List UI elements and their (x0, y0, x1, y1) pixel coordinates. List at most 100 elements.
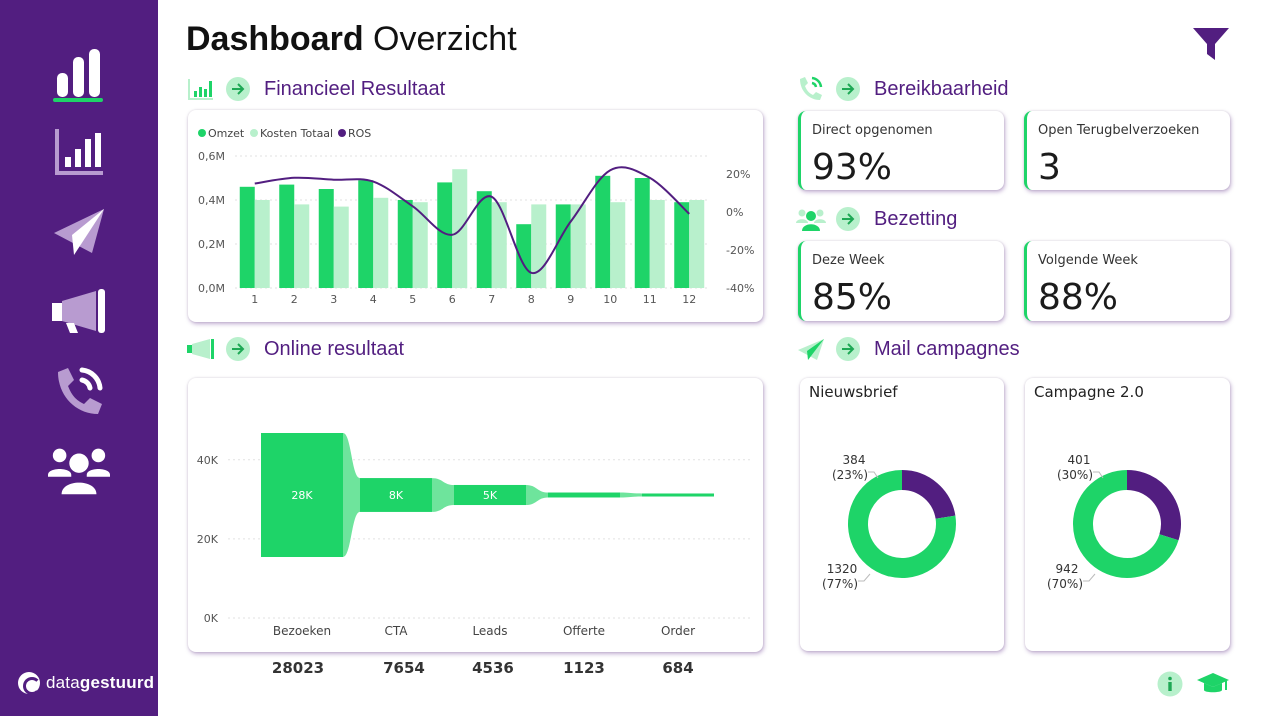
nav-phone[interactable] (48, 360, 110, 422)
arrow-right-icon[interactable] (836, 337, 860, 361)
bar-omzet (318, 189, 334, 288)
section-bezetting-header: Bezetting (796, 205, 957, 233)
y-tick-label: 20K (197, 533, 219, 546)
phone-icon (58, 367, 103, 414)
y-tick-label: 0,2M (198, 238, 225, 251)
bar-omzet (595, 175, 611, 288)
bar-omzet (476, 191, 492, 288)
donut-slice (1073, 470, 1179, 578)
donut-value-label: 384 (843, 453, 866, 467)
section-financieel-header: Financieel Resultaat (186, 75, 445, 103)
arrow-right-icon[interactable] (836, 207, 860, 231)
megaphone-icon (186, 335, 216, 363)
online-funnel-chart: 0K 20K 40K 28K Bezoeken 8K CTA 5K Leads Offerte Or… (197, 433, 753, 638)
section-title-bezetting: Bezetting (874, 207, 958, 230)
nav-bar-chart[interactable] (48, 42, 110, 104)
x-tick-label: 1 (251, 293, 258, 306)
bar-omzet (358, 180, 374, 288)
bar-omzet (674, 202, 690, 288)
nav-active-indicator (53, 98, 103, 102)
bar-omzet (239, 186, 255, 288)
kpi-value: 85% (812, 277, 893, 318)
nav-online[interactable] (48, 280, 110, 342)
kpi-card-direct: Direct opgenomen 93% (798, 111, 1004, 190)
section-mail-header: Mail campagnes (796, 335, 1020, 363)
kpi-card-volgende-week: Volgende Week 88% (1024, 241, 1230, 321)
bar-omzet (397, 200, 413, 288)
bar-kosten (649, 200, 665, 288)
donut-slice (848, 470, 956, 578)
phone-icon (796, 75, 826, 103)
arrow-right-icon[interactable] (226, 337, 250, 361)
funnel-total-value: 28023 (271, 659, 325, 677)
kpi-value: 88% (1038, 277, 1119, 318)
legend-label: Omzet (208, 127, 245, 140)
section-title-financieel: Financieel Resultaat (264, 77, 446, 100)
chart-line-icon (186, 75, 216, 103)
bar-kosten (254, 200, 270, 288)
donut-leader-line (868, 471, 879, 479)
funnel-bar-label: 28K (291, 489, 313, 502)
x-tick-label: 10 (603, 293, 617, 306)
donut-percent-label: (70%) (1047, 577, 1083, 591)
megaphone-icon (52, 289, 105, 333)
bar-omzet (437, 182, 453, 288)
kpi-value: 93% (812, 147, 893, 188)
x-tick-label: 9 (567, 293, 574, 306)
donut-leader-line (1093, 471, 1104, 479)
funnel-total-value: 684 (662, 659, 694, 677)
funnel-bar (360, 478, 432, 512)
bar-omzet (634, 178, 650, 288)
datagestuurd-logo: datagestuurd (18, 672, 155, 695)
donut-value-label: 401 (1068, 453, 1091, 467)
bar-kosten (531, 204, 547, 288)
donut-title: Campagne 2.0 (1034, 383, 1144, 401)
online-chart-card: 0K 20K 40K 28K Bezoeken 8K CTA 5K Leads Offerte Or… (188, 378, 763, 652)
nav-mail[interactable] (48, 200, 110, 262)
kpi-value: 3 (1038, 147, 1061, 188)
bar-kosten (491, 202, 507, 288)
section-title-bereikbaarheid: Bereikbaarheid (874, 77, 1009, 100)
x-tick-label: 5 (409, 293, 416, 306)
bar-chart-icon (57, 49, 100, 97)
funnel-bar (454, 484, 526, 506)
donut-card-campagne: Campagne 2.0 401 (30%) 942 (70%) (1025, 378, 1230, 651)
x-tick-label: 2 (291, 293, 298, 306)
filter-icon[interactable] (1192, 26, 1230, 62)
funnel-total-value: 1123 (563, 659, 605, 677)
donut-leader-line (1083, 573, 1096, 582)
kpi-label: Open Terugbelverzoeken (1038, 123, 1200, 138)
bar-omzet (555, 204, 571, 288)
funnel-connector (526, 484, 548, 506)
y-tick-label: 40K (197, 454, 219, 467)
logo-text: datagestuurd (46, 673, 155, 692)
funnel-connector (432, 478, 454, 512)
x-tick-label: 12 (682, 293, 696, 306)
donut-card-nieuwsbrief: Nieuwsbrief 384 (23%) 1320 (77%) (800, 378, 1004, 651)
y-tick-label: 0,6M (198, 150, 225, 163)
section-title-mail: Mail campagnes (874, 337, 1020, 360)
funnel-connector (620, 492, 642, 498)
paper-plane-icon (54, 209, 104, 255)
x-tick-label: 8 (528, 293, 535, 306)
arrow-right-icon[interactable] (226, 77, 250, 101)
y-tick-label: 0,4M (198, 194, 225, 207)
funnel-bar (548, 492, 620, 498)
legend-marker (198, 129, 206, 137)
x-tick-label: CTA (385, 624, 409, 638)
donut-chart-nieuwsbrief: 384(23%) 1320(77%) (822, 453, 956, 591)
bar-kosten (412, 202, 428, 288)
donut-title: Nieuwsbrief (809, 383, 898, 401)
funnel-bar-label: 5K (483, 489, 498, 502)
paper-plane-icon (796, 335, 826, 363)
funnel-bar (642, 493, 714, 497)
bar-kosten (610, 202, 626, 288)
nav-financial[interactable] (48, 120, 110, 182)
donut-percent-label: (77%) (822, 577, 858, 591)
graduation-cap-icon[interactable] (1196, 672, 1230, 696)
arrow-right-icon[interactable] (836, 77, 860, 101)
info-icon[interactable] (1157, 671, 1183, 697)
page-title-bold: Dashboard (186, 20, 364, 58)
nav-users[interactable] (48, 438, 110, 500)
x-tick-label: 6 (449, 293, 456, 306)
